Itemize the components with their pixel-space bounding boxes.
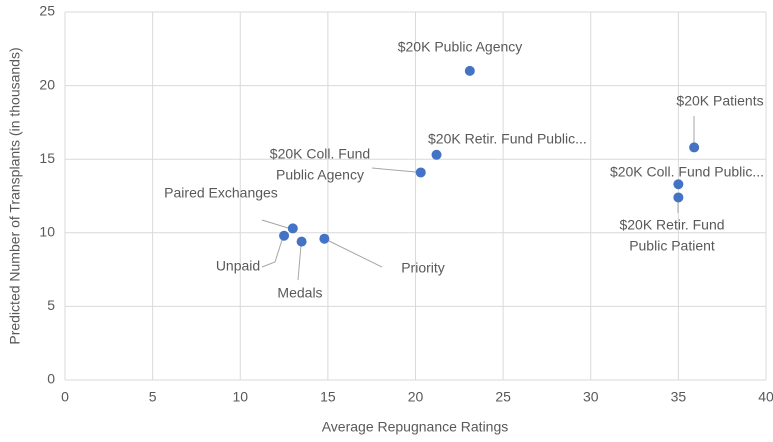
leader-line: [326, 239, 383, 268]
leader-line: [371, 167, 417, 173]
point: [279, 230, 290, 241]
point-label: Medals: [277, 285, 322, 301]
point: [464, 65, 475, 76]
leader-line: [261, 219, 289, 229]
x-tick-label: 20: [408, 389, 424, 405]
y-tick-label: 10: [39, 224, 55, 240]
x-tick-label: 5: [149, 389, 157, 405]
y-tick-label: 15: [39, 150, 55, 166]
x-tick-label: 25: [495, 389, 511, 405]
point-label: $20K Public Agency: [398, 39, 523, 55]
x-tick-label: 35: [671, 389, 687, 405]
point-label: $20K Retir. Fund: [619, 217, 724, 233]
point-label: $20K Coll. Fund Public...: [610, 164, 764, 180]
point-label: Priority: [401, 260, 445, 276]
point-label: $20K Retir. Fund Public...: [428, 131, 587, 147]
point-label: $20K Patients: [676, 93, 763, 109]
leader-line: [297, 244, 302, 281]
point: [673, 179, 684, 190]
y-tick-label: 0: [47, 371, 55, 387]
y-tick-label: 20: [39, 76, 55, 92]
y-axis-title: Predicted Number of Transplants (in thou…: [7, 47, 23, 344]
point: [319, 233, 330, 244]
x-tick-label: 30: [583, 389, 599, 405]
point: [673, 192, 684, 203]
y-tick-label: 25: [39, 3, 55, 19]
point-label: $20K Coll. Fund: [270, 146, 370, 162]
point-label: Paired Exchanges: [164, 185, 278, 201]
point: [296, 236, 307, 247]
point: [431, 149, 442, 160]
point: [415, 167, 426, 178]
point-label: Unpaid: [216, 258, 260, 274]
leader-line: [261, 239, 283, 268]
y-tick-label: 5: [47, 297, 55, 313]
x-axis-title: Average Repugnance Ratings: [322, 419, 509, 435]
x-tick-label: 40: [758, 389, 773, 405]
x-tick-label: 15: [320, 389, 336, 405]
point: [689, 142, 700, 153]
point-label: Public Agency: [276, 167, 364, 183]
point: [287, 223, 298, 234]
x-tick-label: 10: [232, 389, 248, 405]
point-label: Public Patient: [629, 238, 715, 254]
x-tick-label: 0: [61, 389, 69, 405]
